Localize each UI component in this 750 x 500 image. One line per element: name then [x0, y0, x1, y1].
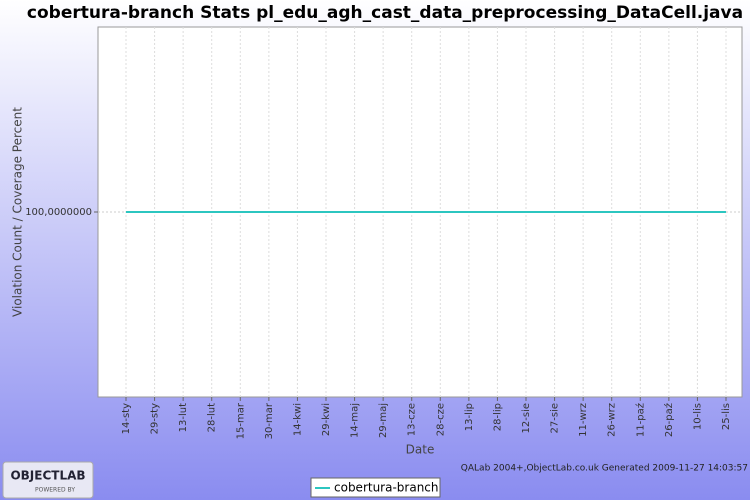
x-tick-label: 13-lip — [464, 403, 475, 431]
x-tick-label: 14-maj — [350, 403, 361, 438]
x-tick-label: 29-kwi — [321, 403, 332, 436]
legend-box — [310, 477, 441, 498]
x-tick-label: 28-lut — [207, 403, 218, 432]
x-tick-label: 13-lut — [178, 403, 189, 432]
legend-label: cobertura-branch — [334, 481, 439, 495]
x-axis-label: Date — [406, 443, 435, 457]
x-tick-label: 15-mar — [235, 402, 246, 439]
x-tick-label: 26-wrz — [607, 403, 618, 437]
x-tick-label: 28-cze — [435, 403, 446, 436]
footer: QALab 2004+,ObjectLab.co.uk Generated 20… — [461, 464, 748, 474]
y-axis-label: Violation Count / Coverage Percent — [11, 107, 25, 317]
x-tick-label: 10-lis — [692, 403, 703, 430]
logo-box — [2, 461, 94, 499]
x-tick-label: 29-sty — [150, 403, 161, 434]
logo-tagline: POWERED BY — [35, 487, 75, 494]
x-tick-label: 30-mar — [264, 402, 275, 439]
y-tick-label: 100,0000000 — [25, 207, 92, 218]
x-tick-label: 14-kwi — [292, 403, 303, 436]
x-tick-label: 12-sie — [521, 403, 532, 433]
chart-title: cobertura-branch Stats pl_edu_agh_cast_d… — [27, 3, 743, 23]
logo: OBJECTLAB POWERED BY — [2, 461, 94, 499]
x-tick-label: 25-lis — [721, 403, 732, 430]
x-tick-label: 13-cze — [407, 403, 418, 436]
x-tick-label: 14-sty — [121, 403, 132, 434]
legend — [310, 477, 441, 498]
x-tick-label: 11-paź — [634, 403, 646, 437]
logo-name: OBJECTLAB — [10, 469, 85, 483]
x-tick-label: 26-paź — [663, 403, 675, 437]
x-tick-label: 28-lip — [492, 403, 503, 431]
x-tick-label: 29-maj — [378, 403, 389, 438]
x-tick-label: 11-wrz — [578, 403, 589, 437]
x-tick-label: 27-sie — [550, 403, 561, 433]
